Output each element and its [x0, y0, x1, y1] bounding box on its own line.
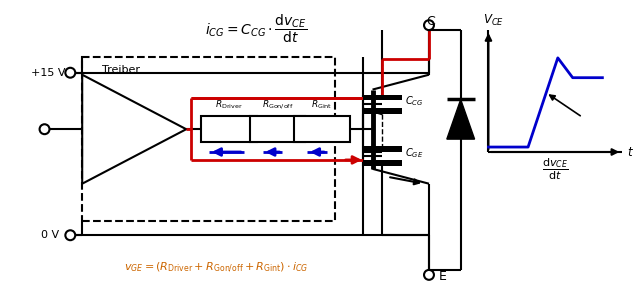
Text: Treiber: Treiber: [102, 65, 140, 75]
Text: $V_{CE}$: $V_{CE}$: [484, 13, 504, 28]
Text: $v_{GE} = (R_{\mathrm{Driver}} + R_{\mathrm{Gon/off}} + R_{\mathrm{Gint}}) \cdot: $v_{GE} = (R_{\mathrm{Driver}} + R_{\mat…: [124, 261, 308, 275]
Bar: [201, 116, 257, 142]
Text: $R_{\mathrm{Gon/off}}$: $R_{\mathrm{Gon/off}}$: [261, 98, 293, 111]
Text: $i_{CG} = C_{CG} \cdot \dfrac{\mathrm{d}v_{CE}}{\mathrm{d}t}$: $i_{CG} = C_{CG} \cdot \dfrac{\mathrm{d}…: [204, 12, 307, 45]
Bar: [250, 116, 305, 142]
Text: $C_{GE}$: $C_{GE}$: [405, 146, 424, 160]
Bar: [294, 116, 350, 142]
Bar: [82, 57, 335, 221]
Bar: [362, 160, 402, 166]
Bar: [362, 109, 402, 114]
Text: $t$: $t$: [627, 146, 634, 158]
Bar: [362, 95, 402, 101]
Text: E: E: [439, 270, 447, 283]
Bar: [362, 146, 402, 152]
Text: $R_{\mathrm{Driver}}$: $R_{\mathrm{Driver}}$: [215, 99, 243, 111]
Text: $R_{\mathrm{Gint}}$: $R_{\mathrm{Gint}}$: [311, 99, 333, 111]
Text: $C_{CG}$: $C_{CG}$: [405, 95, 424, 108]
Text: +15 V: +15 V: [31, 68, 65, 78]
Text: C: C: [427, 15, 435, 28]
Text: 0 V: 0 V: [40, 230, 59, 240]
Text: $\dfrac{\mathrm{d}v_{CE}}{\mathrm{d}t}$: $\dfrac{\mathrm{d}v_{CE}}{\mathrm{d}t}$: [542, 157, 568, 182]
Polygon shape: [447, 99, 475, 139]
